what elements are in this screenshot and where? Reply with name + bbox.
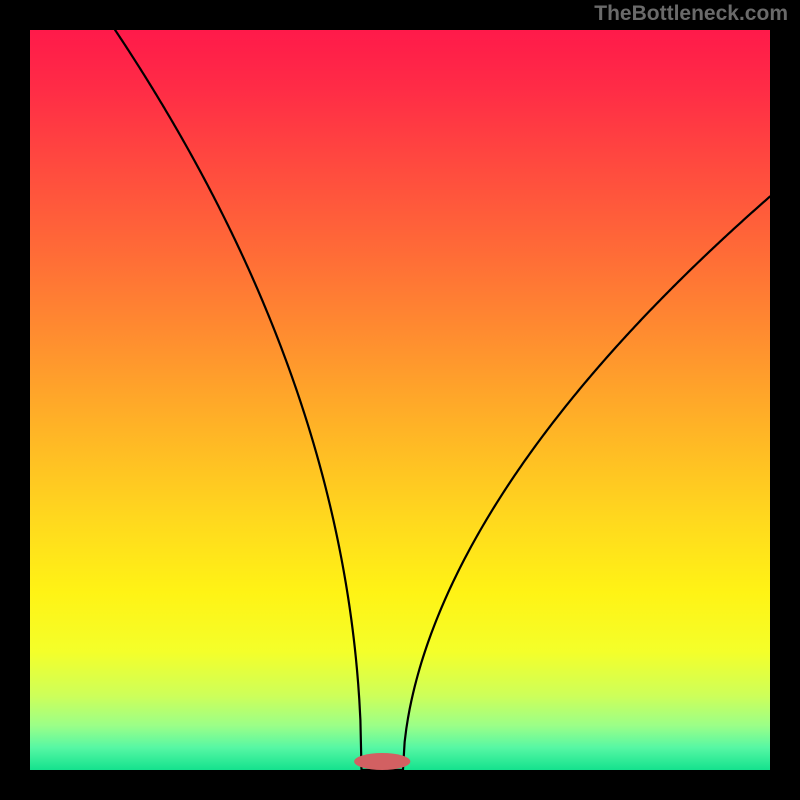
- optimum-marker: [354, 753, 410, 770]
- watermark-text: TheBottleneck.com: [594, 2, 788, 26]
- bottleneck-chart: [0, 0, 800, 800]
- plot-background: [30, 30, 770, 770]
